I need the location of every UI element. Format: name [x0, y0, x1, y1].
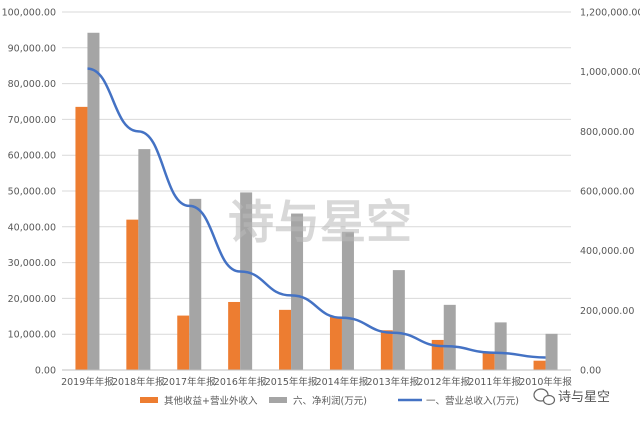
watermark-corner: 诗与星空: [533, 388, 610, 406]
bar: [177, 315, 190, 370]
line-series: [87, 67, 546, 359]
right-tick-label: 600,000.00: [580, 187, 634, 198]
bar: [545, 333, 558, 370]
x-tick-label: 2013年年报: [367, 376, 420, 388]
x-tick-label: 2011年年报: [468, 376, 521, 388]
bar-series: [75, 32, 558, 371]
left-tick-label: 30,000.00: [8, 258, 56, 269]
bar: [329, 316, 342, 370]
legend-label: 六、净利润(万元): [293, 395, 367, 407]
x-tick-label: 2014年年报: [316, 376, 369, 388]
left-tick-label: 40,000.00: [8, 222, 56, 233]
x-tick-label: 2018年年报: [112, 376, 165, 388]
bar: [228, 301, 241, 370]
left-tick-label: 0.00: [35, 366, 56, 377]
left-tick-label: 60,000.00: [8, 151, 56, 162]
bar: [494, 322, 507, 370]
x-axis: 2019年年报2018年年报2017年年报2016年年报2015年年报2014年…: [61, 369, 572, 388]
right-tick-label: 400,000.00: [580, 246, 634, 257]
legend-swatch: [140, 397, 158, 403]
legend: 其他收益+营业外收入 六、净利润(万元) 一、营业总收入(万元): [140, 395, 519, 407]
left-tick-label: 50,000.00: [8, 187, 56, 198]
bar: [189, 198, 202, 370]
legend-swatch: [269, 397, 287, 403]
right-tick-label: 1,000,000.00: [580, 67, 640, 78]
bar: [126, 219, 139, 370]
left-tick-label: 90,000.00: [8, 43, 56, 54]
bar: [392, 270, 405, 370]
left-y-axis: 0.00 10,000.00 20,000.00 30,000.00 40,000.00…: [2, 8, 56, 377]
x-tick-label: 2019年年报: [61, 376, 114, 388]
bar: [533, 360, 546, 370]
bar: [240, 192, 253, 370]
bar: [443, 304, 456, 370]
wechat-icon: [533, 388, 556, 406]
legend-label: 一、营业总收入(万元): [426, 395, 519, 407]
right-tick-label: 200,000.00: [580, 306, 634, 317]
x-tick-label: 2017年年报: [163, 376, 216, 388]
bar: [279, 309, 292, 370]
x-tick-label: 2015年年报: [265, 376, 318, 388]
bar: [482, 352, 495, 370]
watermark-corner-text: 诗与星空: [558, 390, 610, 405]
left-tick-label: 20,000.00: [8, 294, 56, 305]
bar: [341, 231, 354, 370]
x-tick-label: 2012年年报: [417, 376, 470, 388]
bar: [138, 149, 151, 370]
left-tick-label: 100,000.00: [2, 8, 56, 19]
right-tick-label: 800,000.00: [580, 127, 634, 138]
x-tick-label: 2010年年报: [519, 376, 572, 388]
left-tick-label: 70,000.00: [8, 115, 56, 126]
left-tick-label: 80,000.00: [8, 79, 56, 90]
bar: [291, 213, 304, 370]
series-line: [87, 67, 546, 359]
x-tick-label: 2016年年报: [214, 376, 267, 388]
bar: [75, 106, 88, 371]
right-y-axis: 0.00 200,000.00 400,000.00 600,000.00 800,00…: [580, 8, 640, 377]
legend-label: 其他收益+营业外收入: [164, 395, 258, 407]
left-tick-label: 10,000.00: [8, 330, 56, 341]
right-tick-label: 0.00: [580, 366, 601, 377]
right-tick-label: 1,200,000.00: [580, 8, 640, 19]
bar: [431, 339, 444, 370]
watermark-center-text: 诗与星空: [228, 195, 412, 249]
bar: [87, 32, 100, 370]
bar: [380, 330, 393, 370]
